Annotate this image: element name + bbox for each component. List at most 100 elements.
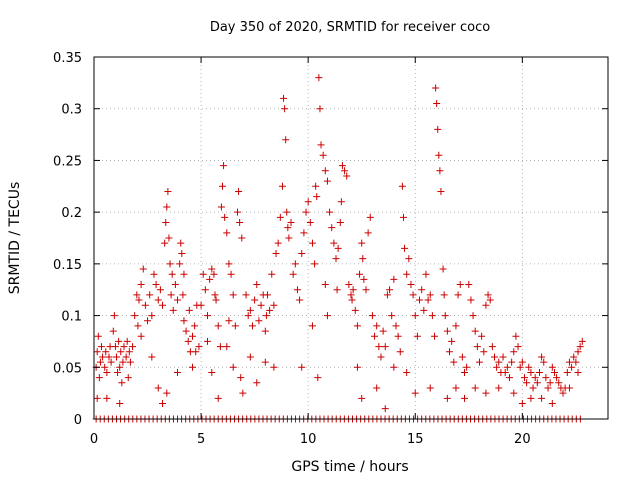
data-point: [353, 363, 361, 371]
data-point: [302, 208, 310, 216]
data-point: [152, 281, 160, 289]
data-point: [553, 374, 561, 382]
data-point: [452, 322, 460, 330]
data-point: [137, 281, 145, 289]
data-point: [225, 317, 233, 325]
data-point: [418, 286, 426, 294]
data-point: [95, 374, 103, 382]
data-point: [437, 187, 445, 195]
data-point: [298, 363, 306, 371]
data-point: [229, 363, 237, 371]
data-point: [93, 394, 101, 402]
data-point: [120, 343, 128, 351]
data-point: [118, 379, 126, 387]
data-point: [137, 332, 145, 340]
data-point: [542, 374, 550, 382]
data-point: [165, 234, 173, 242]
data-point: [266, 306, 274, 314]
data-point: [401, 244, 409, 252]
data-point: [162, 218, 170, 226]
data-point: [96, 358, 104, 366]
data-point: [102, 348, 110, 356]
data-point: [373, 322, 381, 330]
data-point: [116, 363, 124, 371]
data-point: [284, 224, 292, 232]
data-point: [441, 312, 449, 320]
data-point: [270, 301, 278, 309]
x-tick-label: 15: [407, 432, 424, 447]
data-point: [323, 177, 331, 185]
data-point: [99, 353, 107, 361]
y-tick-label: 0.2: [61, 206, 82, 221]
data-point: [435, 151, 443, 159]
data-point: [223, 229, 231, 237]
data-point: [112, 353, 120, 361]
data-point: [381, 405, 389, 413]
data-point: [548, 399, 556, 407]
data-point: [336, 218, 344, 226]
data-point: [283, 208, 291, 216]
data-point: [463, 363, 471, 371]
data-point: [473, 343, 481, 351]
data-point: [117, 348, 125, 356]
data-point: [411, 312, 419, 320]
data-point: [433, 100, 441, 108]
data-point: [403, 368, 411, 376]
data-point: [168, 270, 176, 278]
data-point: [550, 368, 558, 376]
data-point: [276, 213, 284, 221]
data-point: [403, 270, 411, 278]
data-point: [383, 291, 391, 299]
data-point: [225, 260, 233, 268]
data-point: [261, 358, 269, 366]
data-point: [574, 348, 582, 356]
data-point: [180, 270, 188, 278]
data-point: [360, 275, 368, 283]
data-point: [471, 384, 479, 392]
data-point: [409, 291, 417, 299]
data-point: [214, 394, 222, 402]
data-point: [390, 363, 398, 371]
data-point: [315, 74, 323, 82]
data-point: [169, 306, 177, 314]
data-point: [180, 317, 188, 325]
tick-labels: 0 5 10 15 20 0 0.05 0.1 0.15 0.2 0.25 0.3 0.35: [53, 51, 531, 447]
data-point: [461, 394, 469, 402]
data-point: [572, 358, 580, 366]
data-point: [426, 291, 434, 299]
data-point: [182, 327, 190, 335]
data-point: [131, 312, 139, 320]
data-point: [217, 203, 225, 211]
data-point: [255, 317, 263, 325]
axis-ticks: [93, 56, 608, 420]
data-point: [221, 213, 229, 221]
data-point: [93, 348, 101, 356]
data-point: [499, 353, 507, 361]
data-point: [540, 358, 548, 366]
data-point: [503, 363, 511, 371]
data-point: [394, 332, 402, 340]
data-point: [321, 167, 329, 175]
chart-title: Day 350 of 2020, SRMTID for receiver coc…: [210, 20, 490, 35]
data-point: [407, 281, 415, 289]
data-point: [413, 332, 421, 340]
data-point: [248, 322, 256, 330]
y-tick-label: 0.15: [53, 258, 82, 273]
data-point: [337, 198, 345, 206]
data-point: [396, 348, 404, 356]
data-point: [454, 291, 462, 299]
data-point: [253, 281, 261, 289]
data-point: [465, 281, 473, 289]
data-point: [576, 343, 584, 351]
data-point: [326, 208, 334, 216]
data-point: [334, 244, 342, 252]
data-point: [341, 167, 349, 175]
data-point: [214, 322, 222, 330]
data-point: [257, 301, 265, 309]
data-point: [568, 363, 576, 371]
data-point: [518, 358, 526, 366]
data-point: [510, 348, 518, 356]
data-point: [176, 260, 184, 268]
data-point: [348, 296, 356, 304]
data-point: [105, 353, 113, 361]
